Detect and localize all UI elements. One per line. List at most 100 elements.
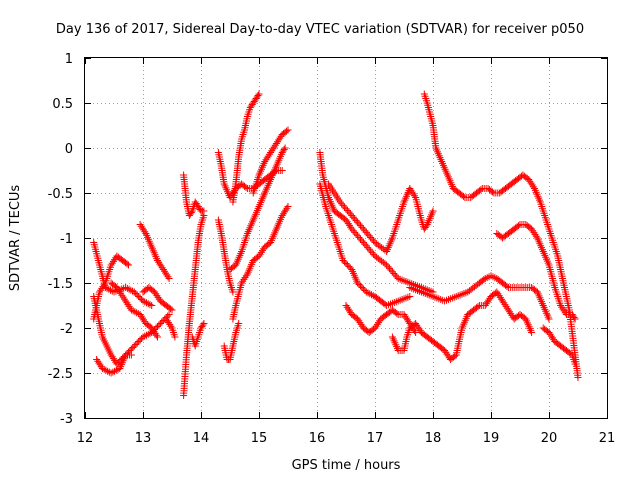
data-point <box>283 204 291 212</box>
data-point <box>283 127 291 135</box>
data-point <box>355 233 363 241</box>
data-point <box>107 369 115 377</box>
series-sat-q <box>229 90 263 206</box>
data-point <box>410 192 418 200</box>
data-point <box>155 321 163 329</box>
data-point <box>133 291 141 299</box>
series-sat-p <box>226 144 289 273</box>
data-point <box>130 288 138 296</box>
data-point <box>271 141 279 149</box>
y-tick-label: 1 <box>65 52 73 67</box>
data-point <box>506 308 514 316</box>
data-point <box>414 323 422 331</box>
y-tick-label: 0.5 <box>52 97 73 112</box>
series-sat-i <box>180 171 208 219</box>
data-point <box>358 223 366 231</box>
data-point <box>148 324 156 332</box>
data-point <box>374 319 382 327</box>
data-point <box>165 311 173 318</box>
data-point <box>497 295 505 303</box>
data-point <box>444 352 452 360</box>
data-point <box>364 230 372 238</box>
data-point <box>500 299 508 307</box>
data-point <box>124 301 132 309</box>
data-point <box>341 203 349 211</box>
x-tick-label: 14 <box>193 431 210 446</box>
data-point <box>154 257 161 264</box>
data-point <box>112 366 120 374</box>
data-point <box>108 353 116 361</box>
data-point <box>132 341 140 348</box>
data-point <box>351 228 359 236</box>
data-point <box>240 275 248 283</box>
data-point <box>367 233 375 241</box>
data-point <box>140 316 148 324</box>
x-tick-label: 17 <box>367 431 384 446</box>
data-point <box>352 217 360 225</box>
data-point <box>499 297 507 305</box>
data-point <box>152 331 160 339</box>
data-point <box>156 320 164 327</box>
data-point <box>258 247 266 255</box>
data-point <box>348 225 356 233</box>
data-point <box>352 230 360 238</box>
data-point <box>503 282 511 290</box>
data-point <box>167 322 175 330</box>
data-point <box>107 286 115 294</box>
data-point <box>166 320 174 328</box>
data-point <box>278 167 286 174</box>
data-point <box>171 333 179 341</box>
data-point <box>151 329 159 337</box>
data-point <box>262 156 270 164</box>
data-point <box>130 342 138 350</box>
data-point <box>122 297 130 305</box>
data-point <box>368 291 376 299</box>
data-point <box>153 292 161 300</box>
x-tick-label: 20 <box>541 431 558 446</box>
series-sat-f <box>136 221 173 282</box>
x-tick-label: 18 <box>425 431 442 446</box>
series-sat-z <box>493 221 579 323</box>
data-point <box>168 306 176 314</box>
data-point <box>98 365 106 372</box>
y-axis-label: SDTVAR / TECUs <box>8 185 23 292</box>
data-point <box>142 331 150 339</box>
data-point <box>111 367 119 375</box>
data-point <box>530 229 538 237</box>
data-point <box>339 257 347 264</box>
data-point <box>141 298 149 306</box>
data-point <box>571 360 579 368</box>
data-point <box>93 356 101 363</box>
data-point <box>484 298 492 306</box>
data-point <box>136 311 144 318</box>
data-point <box>155 258 163 266</box>
data-point <box>109 257 117 265</box>
data-point <box>255 90 263 98</box>
data-point <box>235 320 243 327</box>
data-point <box>127 345 135 353</box>
data-point <box>275 136 283 144</box>
grid <box>85 58 607 418</box>
data-point <box>388 268 396 276</box>
data-point <box>162 315 170 323</box>
data-point <box>402 314 410 322</box>
data-point <box>528 329 536 336</box>
data-point <box>132 290 140 297</box>
data-point <box>351 215 359 223</box>
data-point <box>100 281 108 289</box>
data-point <box>372 322 380 330</box>
data-point <box>391 271 399 279</box>
data-point <box>361 227 369 235</box>
data-point <box>127 286 135 294</box>
data-point <box>529 183 537 191</box>
data-point <box>477 186 485 194</box>
data-point <box>133 339 141 347</box>
data-point <box>501 301 509 309</box>
data-point <box>167 305 175 313</box>
data-point <box>494 290 502 298</box>
data-point <box>485 296 493 304</box>
data-point <box>546 330 554 338</box>
x-tick-label: 15 <box>251 431 268 446</box>
data-point <box>157 262 165 270</box>
y-tick-label: -1.5 <box>48 277 73 292</box>
